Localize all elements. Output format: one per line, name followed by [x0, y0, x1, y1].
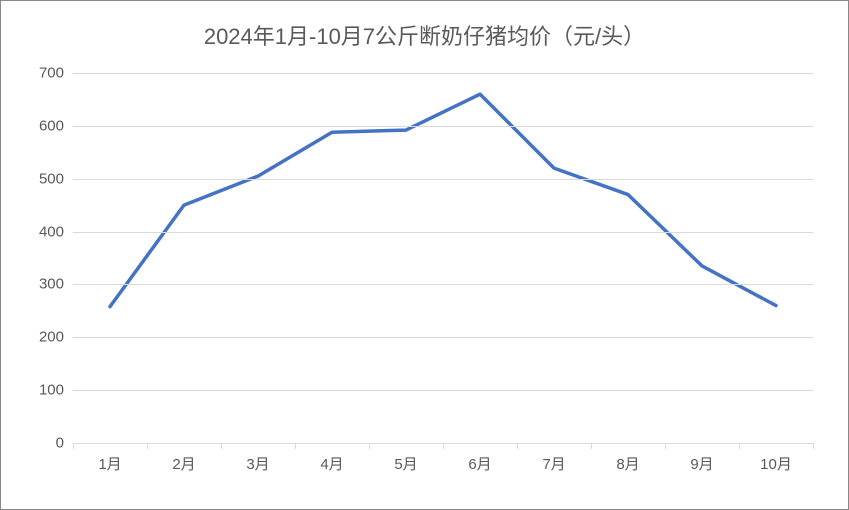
y-axis-label: 700	[14, 65, 64, 82]
x-tick	[369, 443, 370, 449]
x-axis-label: 6月	[468, 453, 491, 474]
x-axis-label: 3月	[246, 453, 269, 474]
chart-container: 2024年1月-10月7公斤断奶仔猪均价（元/头） 0 100 200 300 400 5…	[0, 0, 849, 510]
x-axis-label: 10月	[760, 453, 792, 474]
gridline	[73, 126, 813, 127]
x-tick	[221, 443, 222, 449]
gridline	[73, 284, 813, 285]
y-axis-label: 100	[14, 382, 64, 399]
gridline	[73, 232, 813, 233]
x-axis-label: 7月	[542, 453, 565, 474]
gridline	[73, 179, 813, 180]
y-axis-label: 400	[14, 223, 64, 240]
x-tick	[295, 443, 296, 449]
x-tick	[591, 443, 592, 449]
plot-area	[73, 73, 813, 443]
y-axis-label: 200	[14, 329, 64, 346]
gridline	[73, 390, 813, 391]
gridline	[73, 73, 813, 74]
line-series	[73, 73, 813, 443]
x-tick	[73, 443, 74, 449]
y-axis-label: 600	[14, 117, 64, 134]
x-axis-label: 8月	[616, 453, 639, 474]
x-tick	[739, 443, 740, 449]
x-axis-label: 1月	[98, 453, 121, 474]
chart-title: 2024年1月-10月7公斤断奶仔猪均价（元/头）	[1, 19, 848, 51]
y-axis-label: 500	[14, 170, 64, 187]
gridline	[73, 337, 813, 338]
x-tick	[665, 443, 666, 449]
x-axis-label: 2月	[172, 453, 195, 474]
y-axis-label: 0	[14, 435, 64, 452]
x-axis-label: 9月	[690, 453, 713, 474]
x-tick	[813, 443, 814, 449]
x-axis-label: 4月	[320, 453, 343, 474]
x-tick	[517, 443, 518, 449]
y-axis-label: 300	[14, 276, 64, 293]
x-axis-label: 5月	[394, 453, 417, 474]
x-tick	[147, 443, 148, 449]
x-tick	[443, 443, 444, 449]
